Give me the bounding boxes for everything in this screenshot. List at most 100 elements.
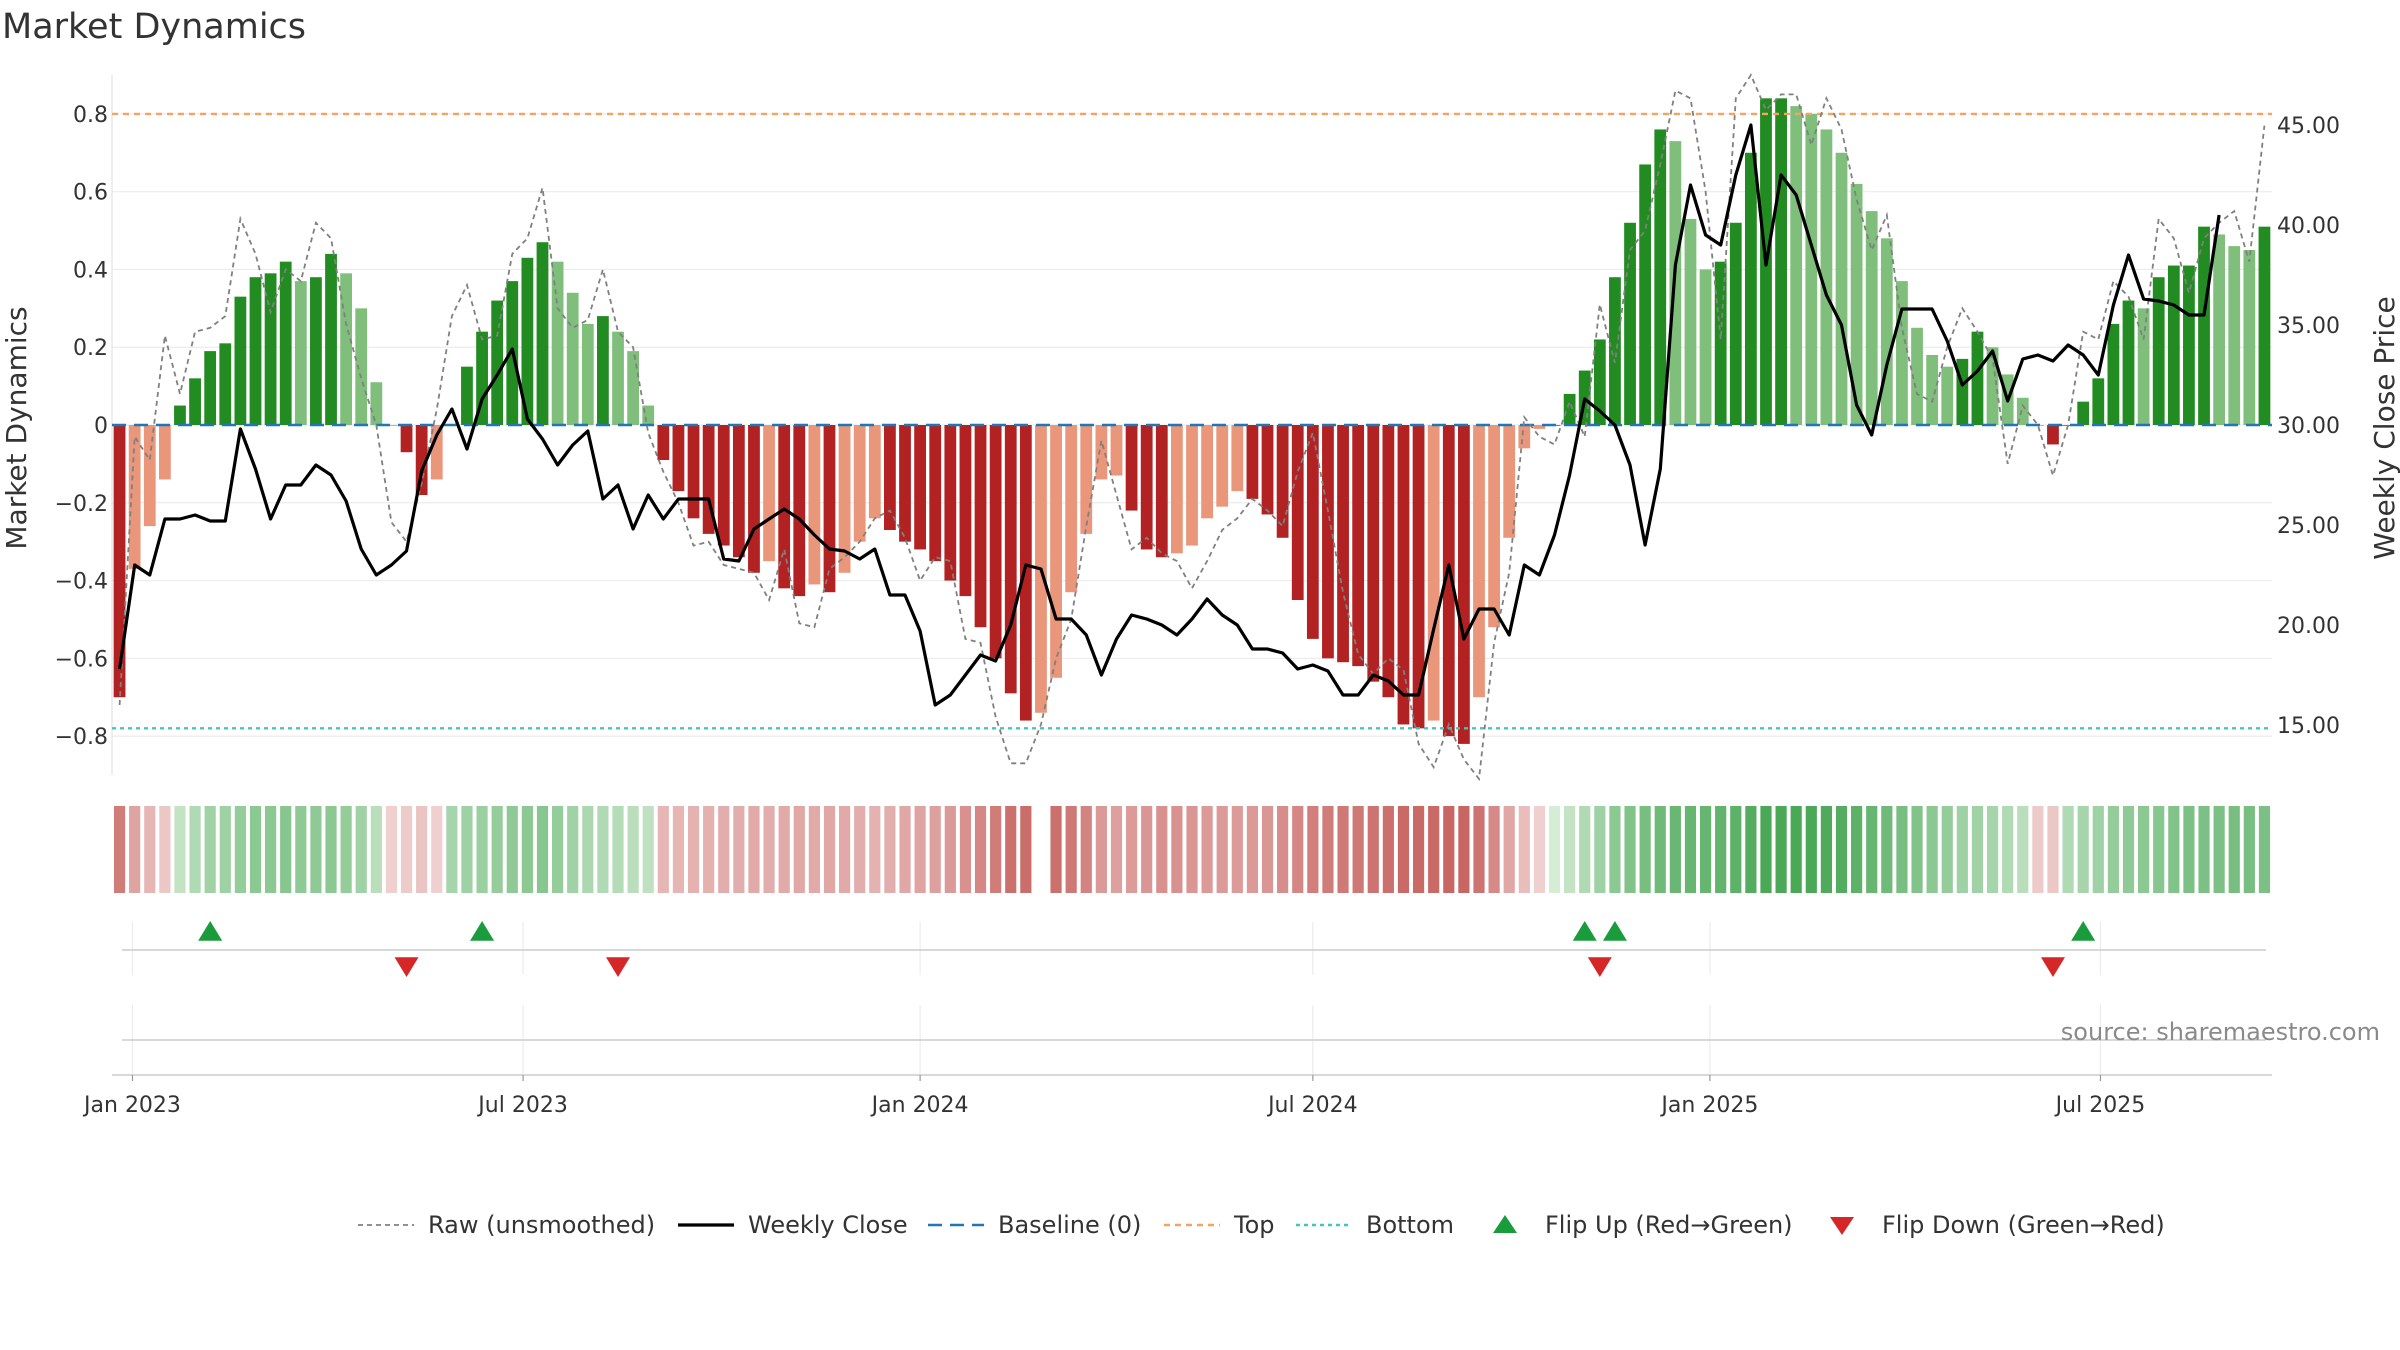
strength-band-cell [189, 806, 201, 893]
strength-band-cell [733, 806, 745, 893]
strength-band-cell [1956, 806, 1968, 893]
strength-band-cell [929, 806, 941, 893]
dynamics-bar [536, 242, 549, 425]
legend-item-bottom: Bottom [1296, 1211, 1454, 1239]
dynamics-bars [113, 98, 2271, 744]
dynamics-bar [340, 273, 353, 425]
dynamics-bar [1503, 425, 1516, 538]
strength-band-cell [1760, 806, 1772, 893]
dynamics-bar [581, 323, 594, 425]
strength-band-cell [1730, 806, 1742, 893]
strength-band-cell [1216, 806, 1228, 893]
strength-band-cell [1639, 806, 1651, 893]
strength-band-cell [1231, 806, 1243, 893]
strength-band-cell [400, 806, 413, 893]
strength-band-cell [1986, 806, 1999, 893]
strength-band-cell [1201, 806, 1213, 893]
dynamics-bar [355, 308, 368, 425]
dynamics-bar [1971, 331, 1984, 425]
dynamics-bar [838, 425, 851, 573]
strength-band-cell [990, 806, 1002, 893]
dynamics-bar [310, 277, 322, 425]
strength-band-cell [1866, 806, 1878, 893]
strength-band-cell [2122, 806, 2135, 893]
dynamics-bar [944, 425, 957, 581]
flip-up-marker [198, 921, 223, 941]
dynamics-bar [1382, 425, 1395, 698]
strength-band-cell [1095, 806, 1107, 893]
dynamics-bar [732, 425, 745, 558]
left-tick-label: 0 [94, 414, 108, 439]
left-tick-label: −0.4 [55, 570, 108, 595]
strength-band-cell [234, 806, 246, 893]
left-tick-label: 0.8 [73, 103, 108, 128]
dynamics-bar [2107, 323, 2120, 425]
left-tick-label: −0.6 [55, 647, 108, 672]
dynamics-bar [551, 261, 564, 425]
dynamics-bar [1956, 358, 1969, 425]
strength-band-cell [1322, 806, 1334, 893]
dynamics-bar [1563, 393, 1576, 425]
strength-band-cell [159, 806, 171, 893]
strength-band-cell [2243, 806, 2255, 893]
right-tick-label: 30.00 [2277, 414, 2340, 439]
dynamics-bar [1291, 425, 1304, 600]
strength-band-cell [2032, 806, 2044, 893]
right-axis-label: Weekly Close Price [2368, 296, 2400, 559]
x-tick-label: Jan 2024 [870, 1093, 969, 1118]
strength-band-cell [1820, 806, 1832, 893]
dynamics-bar [1865, 211, 1878, 425]
strength-band-cell [491, 806, 503, 893]
dynamics-bar [415, 425, 428, 495]
dynamics-bar [1337, 425, 1349, 663]
left-tick-label: 0.2 [73, 336, 108, 361]
strength-band-cell [2168, 806, 2180, 893]
dynamics-bar [627, 351, 640, 425]
left-tick-label: −0.8 [55, 725, 108, 750]
strength-band-cell [506, 806, 518, 893]
chart-title: Market Dynamics [2, 7, 306, 47]
strength-band-cell [1292, 806, 1304, 893]
dynamics-bar [657, 425, 670, 460]
dynamics-bar [1412, 425, 1425, 729]
dynamics-bar [461, 366, 473, 425]
strength-band-cell [1412, 806, 1425, 893]
legend-item-flip-up: Flip Up (Red→Green) [1493, 1211, 1793, 1239]
flip-down-marker [394, 957, 419, 977]
dynamics-bar [1367, 425, 1380, 682]
dynamics-bar [793, 425, 806, 597]
strength-band-cell [1609, 806, 1621, 893]
dynamics-bar [1790, 106, 1803, 425]
dynamics-bar [823, 425, 836, 593]
dynamics-bar [2243, 250, 2256, 425]
right-tick-label: 45.00 [2277, 114, 2340, 139]
right-tick-label: 35.00 [2277, 314, 2340, 339]
strength-band-cell [1488, 806, 1500, 893]
dynamics-bar [1986, 347, 1999, 425]
dynamics-bar [158, 425, 171, 480]
strength-band-cell [1911, 806, 1923, 893]
dynamics-bar [2152, 277, 2165, 425]
dynamics-bar [1246, 425, 1259, 499]
strength-band-cell [2107, 806, 2119, 893]
dynamics-bar [1397, 425, 1410, 725]
strength-band-cell [1171, 806, 1183, 893]
left-axis-label: Market Dynamics [0, 306, 33, 549]
strength-band-cell [1745, 806, 1757, 893]
right-tick-label: 40.00 [2277, 214, 2340, 239]
dynamics-bar [642, 405, 655, 425]
dynamics-bar [2016, 397, 2029, 425]
strength-band-cell [355, 806, 367, 893]
dynamics-bar [1744, 152, 1757, 425]
strength-band-cell [340, 806, 352, 893]
strength-band-cell [461, 806, 473, 893]
dynamics-bar [868, 425, 881, 519]
strength-band-cell [249, 806, 262, 893]
dynamics-bar [1140, 425, 1153, 550]
dynamics-bar [1306, 425, 1319, 639]
strength-band-cell [1382, 806, 1394, 893]
strength-band-cell [416, 806, 428, 893]
dynamics-bar [1186, 425, 1198, 546]
strength-band-cell [657, 806, 669, 893]
